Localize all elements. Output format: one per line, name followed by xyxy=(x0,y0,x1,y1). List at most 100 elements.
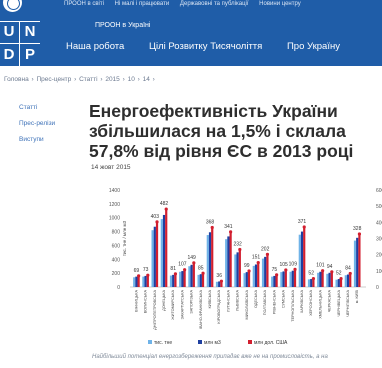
bar-data-label: 81 xyxy=(170,266,176,272)
top-link[interactable]: Ні малі і працювати xyxy=(114,1,170,7)
bar-series-1 xyxy=(298,234,301,287)
bar-series-1 xyxy=(142,276,145,287)
bar-series-1 xyxy=(307,279,311,287)
legend-label: млн м3 xyxy=(204,340,221,346)
bar-series-3 xyxy=(183,269,186,287)
bar-series-1 xyxy=(206,235,209,287)
nav-our-work[interactable]: Наша робота xyxy=(66,41,125,52)
bar-top-marker xyxy=(330,270,334,274)
bar-top-marker xyxy=(321,269,325,273)
category-label: ЖИТОМИРСЬКА xyxy=(171,290,175,320)
category-label: ПОЛТАВСЬКА xyxy=(263,290,267,316)
bar-series-2 xyxy=(172,274,175,287)
bar-series-3 xyxy=(201,273,205,287)
bar-chart: 1400120010008006004002000600500400300200… xyxy=(88,180,382,350)
legend-swatch xyxy=(198,340,202,344)
site-subheading[interactable]: ПРООН в Україні xyxy=(95,22,151,29)
top-link[interactable]: Новини центру xyxy=(259,1,301,7)
bar-series-3 xyxy=(238,249,241,287)
breadcrumb-day[interactable]: 14 xyxy=(142,76,150,83)
sidebar-item-articles[interactable]: Статті xyxy=(19,104,38,111)
bar-series-3 xyxy=(284,270,287,287)
bar-series-2 xyxy=(300,231,304,287)
bar-data-label: 202 xyxy=(261,246,270,252)
bar-series-2 xyxy=(264,256,267,287)
sidebar-item-speeches[interactable]: Виступи xyxy=(19,136,44,143)
breadcrumb: Головна › Прес-центр › Статті › 2015 › 1… xyxy=(4,76,156,83)
bar-series-1 xyxy=(335,279,338,287)
category-label: ДОНЕЦЬКА xyxy=(162,290,166,311)
bar-data-label: 371 xyxy=(298,219,307,225)
bar-series-2 xyxy=(319,271,322,287)
category-label: ТЕРНОПІЛЬСЬКА xyxy=(291,290,295,322)
sidebar: Статті Прес-релізи Виступи xyxy=(19,104,89,152)
breadcrumb-press-center[interactable]: Прес-центр xyxy=(36,76,72,83)
breadcrumb-home[interactable]: Головна xyxy=(4,76,29,83)
bar-data-label: 94 xyxy=(327,264,333,270)
logo-letter-n: N xyxy=(24,23,36,40)
nav-about-ukraine[interactable]: Про Україну xyxy=(286,41,340,52)
bar-series-1 xyxy=(169,275,173,287)
category-label: ЧЕРНІВЕЦЬКА xyxy=(337,290,341,317)
bar-series-3 xyxy=(229,231,232,287)
y-tick-label-left: 800 xyxy=(112,230,121,236)
article-date: 14 жовт 2015 xyxy=(91,164,131,171)
category-label: ЧЕРКАСЬКА xyxy=(328,290,332,313)
bar-series-1 xyxy=(179,271,182,287)
bar-series-2 xyxy=(218,281,221,287)
bar-data-label: 105 xyxy=(279,262,288,268)
breadcrumb-separator: › xyxy=(31,76,34,83)
bar-series-2 xyxy=(208,232,212,287)
bar-series-1 xyxy=(151,230,154,287)
y-tick-label-left: 1200 xyxy=(109,202,120,208)
category-label: ХЕРСОНСЬКА xyxy=(309,290,313,316)
bar-top-marker xyxy=(201,271,205,275)
undp-logo[interactable]: U N D P xyxy=(0,0,54,66)
breadcrumb-month[interactable]: 10 xyxy=(127,76,135,83)
breadcrumb-year[interactable]: 2015 xyxy=(105,76,120,83)
category-label: СУМСЬКА xyxy=(282,290,286,309)
bar-series-2 xyxy=(135,276,138,287)
bar-data-label: 84 xyxy=(345,265,351,271)
main-nav: Наша робота Цілі Розвитку Тисячоліття Пр… xyxy=(66,41,362,52)
bar-series-3 xyxy=(321,270,324,287)
bar-data-label: 368 xyxy=(206,220,215,226)
category-label: ЛУГАНСЬКА xyxy=(226,290,230,312)
y-tick-label-left: 0 xyxy=(117,285,120,291)
y-tick-label-right: 200 xyxy=(376,253,382,259)
bar-data-label: 341 xyxy=(224,224,233,230)
category-label: РІВНЕНСЬКА xyxy=(272,290,276,315)
bar-data-label: 232 xyxy=(233,241,242,247)
top-link[interactable]: Державовні та публікації xyxy=(179,1,249,7)
bar-data-label: 69 xyxy=(134,268,140,274)
bar-top-marker xyxy=(183,268,187,272)
breadcrumb-articles[interactable]: Статті xyxy=(79,76,98,83)
bar-series-2 xyxy=(254,264,258,287)
category-label: ОДЕСЬКА xyxy=(254,290,258,308)
bar-top-marker xyxy=(348,271,352,276)
bar-series-3 xyxy=(358,233,361,287)
bar-data-label: 109 xyxy=(289,261,298,267)
nav-mdg[interactable]: Цілі Розвитку Тисячоліття xyxy=(148,41,263,52)
category-label: ЗАПОРІЗЬКА xyxy=(190,290,194,314)
bar-top-marker xyxy=(275,273,279,277)
bar-series-1 xyxy=(225,239,228,287)
y-tick-label-right: 0 xyxy=(376,285,379,291)
y-axis-title: тис. тнe / млн м3 xyxy=(122,220,127,256)
bar-series-1 xyxy=(188,266,191,287)
sidebar-item-press-releases[interactable]: Прес-релізи xyxy=(19,120,56,127)
bar-series-3 xyxy=(220,281,223,287)
site-header: U N D P ПРООН в світі Ні малі і працюват… xyxy=(0,0,382,66)
y-tick-label-left: 1400 xyxy=(109,188,120,194)
bar-series-2 xyxy=(227,236,230,287)
top-link[interactable]: ПРООН в світі xyxy=(64,1,104,7)
bar-top-marker xyxy=(146,273,150,277)
bar-top-marker xyxy=(173,272,178,276)
bar-top-marker xyxy=(164,207,168,211)
bar-data-label: 328 xyxy=(353,226,362,232)
bar-series-1 xyxy=(344,275,347,287)
bar-series-1 xyxy=(234,254,237,287)
bar-top-marker xyxy=(210,225,214,230)
bar-series-1 xyxy=(133,277,136,287)
category-label: ЧЕРНІГІВСЬКА xyxy=(346,290,350,317)
